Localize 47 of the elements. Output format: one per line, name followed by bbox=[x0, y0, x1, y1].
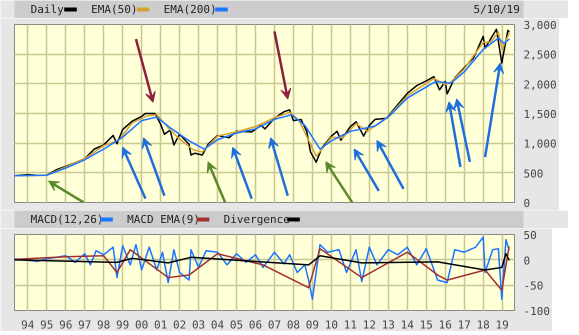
y-tick-label: 1,000 bbox=[524, 138, 557, 151]
x-tick-label: 01 bbox=[154, 318, 168, 332]
x-tick-label: 19 bbox=[496, 318, 509, 332]
x-tick-label: 14 bbox=[400, 318, 414, 332]
x-tick-label: 98 bbox=[97, 318, 110, 332]
legend-label: EMA(200) bbox=[164, 3, 217, 16]
y-tick-label: 2,000 bbox=[524, 78, 557, 92]
y-tick-label: 0 bbox=[524, 197, 530, 210]
x-tick-label: 05 bbox=[230, 318, 244, 332]
x-tick-label: 08 bbox=[286, 318, 300, 332]
line-series bbox=[14, 236, 510, 300]
x-tick-label: 10 bbox=[324, 318, 338, 332]
x-tick-label: 12 bbox=[362, 318, 376, 332]
legend-label: Daily bbox=[30, 3, 64, 16]
x-tick-label: 06 bbox=[248, 318, 262, 332]
x-tick-label: 18 bbox=[476, 318, 490, 332]
y-tick-label: 50 bbox=[524, 229, 537, 242]
line-series bbox=[14, 246, 510, 291]
line-series bbox=[14, 253, 510, 271]
x-tick-label: 17 bbox=[458, 318, 471, 332]
y-tick-label: 2,500 bbox=[524, 48, 557, 62]
y-tick-label: 3,000 bbox=[524, 19, 557, 32]
x-tick-label: 95 bbox=[40, 318, 54, 332]
x-tick-label: 09 bbox=[306, 318, 320, 332]
x-tick-label: 15 bbox=[420, 318, 433, 332]
y-tick-label: 500 bbox=[524, 167, 544, 180]
legend-label: MACD(12,26) bbox=[30, 213, 104, 226]
y-tick-label: 1,500 bbox=[524, 108, 557, 121]
x-tick-label: 13 bbox=[382, 318, 395, 332]
x-tick-label: 99 bbox=[116, 318, 130, 332]
x-tick-label: 03 bbox=[192, 318, 206, 332]
text: 5/10/19 bbox=[474, 3, 520, 16]
x-tick-label: 96 bbox=[59, 318, 72, 332]
x-tick-label: 94 bbox=[21, 318, 35, 332]
x-tick-label: 11 bbox=[344, 318, 357, 332]
legend-label: Divergence bbox=[224, 213, 290, 226]
x-tick-label: 02 bbox=[172, 318, 186, 332]
y-tick-label: 0 bbox=[524, 254, 530, 268]
x-tick-label: 00 bbox=[135, 318, 148, 332]
x-tick-label: 04 bbox=[210, 318, 225, 332]
y-tick-label: -50 bbox=[524, 280, 544, 293]
y-tick-label: -100 bbox=[524, 305, 550, 318]
x-tick-label: 97 bbox=[78, 318, 92, 332]
x-tick-label: 07 bbox=[268, 318, 282, 332]
x-tick-label: 16 bbox=[438, 318, 452, 332]
legend-label: MACD EMA(9) bbox=[127, 213, 200, 226]
legend-label: EMA(50) bbox=[91, 3, 138, 16]
